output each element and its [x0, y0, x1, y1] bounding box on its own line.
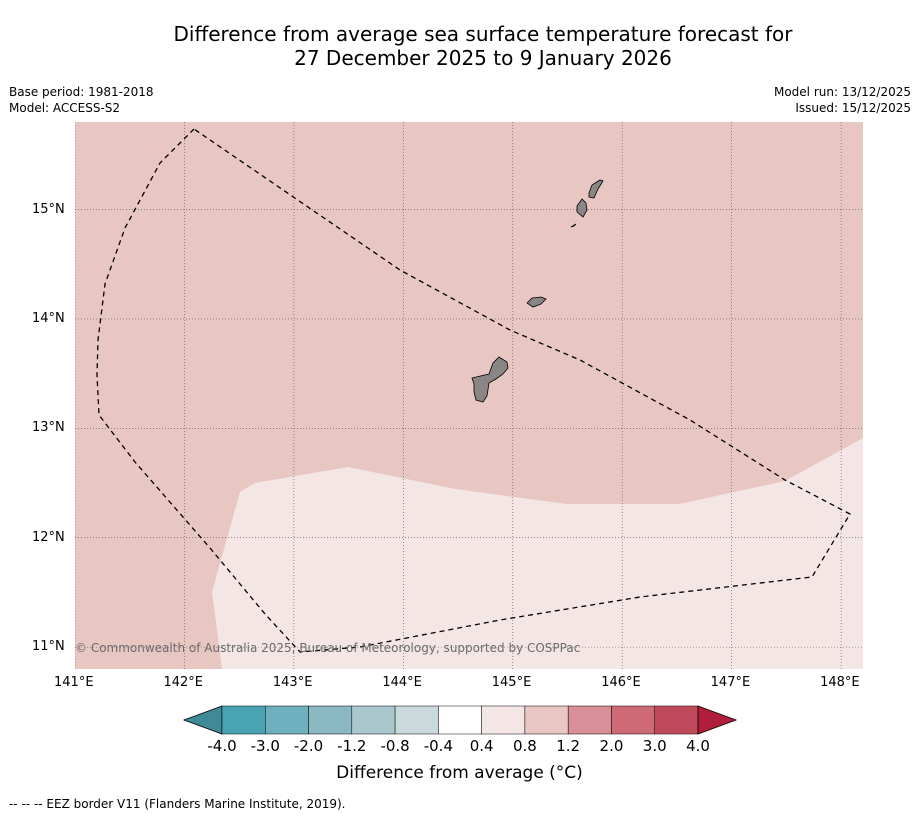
anomaly-region-lower [212, 438, 863, 669]
lat-tick-label: 12°N [32, 529, 65, 545]
colorbar-bin [481, 705, 526, 735]
island-aguijan [570, 223, 577, 228]
land-masses [471, 179, 604, 403]
chart-title: Difference from average sea surface temp… [0, 22, 919, 70]
colorbar-bin [265, 705, 309, 735]
issued-date: Issued: 15/12/2025 [795, 101, 911, 115]
colorbar-tick: 0.8 [512, 737, 537, 755]
colorbar-extend-low [182, 705, 223, 735]
colorbar-tick-labels: -4.0 -3.0 -2.0 -1.2 -0.8 -0.4 0.4 0.8 1.2 2.0 3.0 4… [0, 737, 919, 757]
colorbar-tick: 4.0 [686, 737, 710, 755]
gridlines [75, 122, 863, 669]
colorbar-tick: -0.4 [423, 737, 453, 755]
colorbar-label: Difference from average (°C) [336, 763, 583, 783]
colorbar-tick: -1.2 [337, 737, 367, 755]
map-plot-area [75, 122, 863, 669]
colorbar-tick: 2.0 [599, 737, 624, 755]
colorbar-bin [394, 705, 439, 735]
meta-left: Base period: 1981-2018 Model: ACCESS-S2 [9, 84, 154, 116]
colorbar-bin [308, 705, 353, 735]
lon-tick-label: 141°E [54, 675, 94, 690]
lon-tick-label: 146°E [601, 675, 641, 690]
lon-tick-label: 147°E [710, 675, 751, 690]
colorbar-tick: -2.0 [293, 737, 324, 755]
colorbar-bin [524, 705, 569, 735]
title-line-2: 27 December 2025 to 9 January 2026 [294, 46, 672, 70]
island-saipan [588, 179, 604, 199]
island-guam [471, 356, 509, 403]
colorbar-tick: 1.2 [556, 737, 581, 755]
base-period: Base period: 1981-2018 [9, 85, 154, 99]
colorbar-bin [351, 705, 396, 735]
copyright: © Commonwealth of Australia 2025, Bureau… [75, 641, 581, 655]
colorbar-bin [611, 705, 655, 735]
lon-tick-label: 142°E [163, 675, 203, 690]
colorbar-bin [438, 705, 482, 735]
colorbar-tick: -3.0 [250, 737, 280, 755]
lat-tick-label: 11°N [32, 639, 65, 655]
lon-tick-label: 148°E [820, 675, 860, 690]
island-tinian [576, 198, 588, 218]
colorbar-tick: 0.4 [469, 737, 494, 755]
colorbar-extend-high [697, 705, 738, 735]
colorbar-tick: 3.0 [642, 737, 667, 755]
title-line-1: Difference from average sea surface temp… [173, 22, 793, 46]
colorbar-tick: -0.8 [380, 737, 410, 755]
colorbar-tick: -4.0 [207, 737, 237, 755]
lon-tick-label: 143°E [272, 675, 313, 690]
lat-tick-label: 15°N [32, 201, 65, 217]
lat-tick-label: 13°N [32, 420, 65, 436]
lon-tick-label: 145°E [491, 675, 532, 690]
footnote: -- -- -- EEZ border V11 (Flanders Marine… [9, 797, 346, 811]
lat-tick-label: 14°N [32, 310, 65, 326]
meta-right: Model run: 13/12/2025 Issued: 15/12/2025 [774, 84, 911, 116]
island-rota [526, 296, 547, 308]
colorbar-bin [221, 705, 266, 735]
colorbar-bin [567, 705, 612, 735]
eez-border [96, 128, 851, 653]
lon-tick-label: 144°E [382, 675, 422, 690]
model-run: Model run: 13/12/2025 [773, 85, 911, 99]
colorbar-bin [654, 705, 699, 735]
model-name: Model: ACCESS-S2 [9, 101, 121, 115]
colorbar [182, 705, 738, 735]
